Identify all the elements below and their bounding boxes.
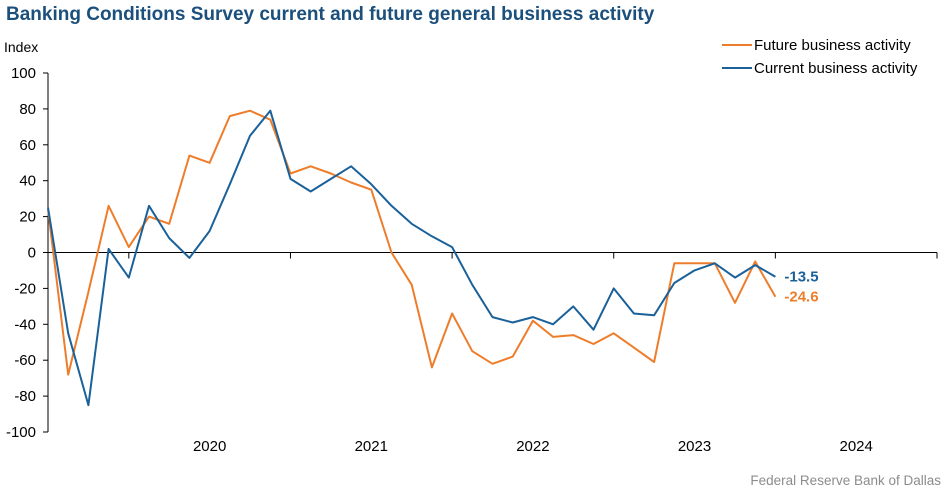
x-tick-label: 2020 (193, 438, 226, 455)
y-tick-label: -40 (14, 316, 36, 333)
y-tick-label: -60 (14, 352, 36, 369)
y-axis-label: Index (4, 39, 38, 55)
series-line-future (47, 109, 777, 376)
y-tick-label: 40 (19, 173, 36, 190)
y-tick-label: 80 (19, 101, 36, 118)
y-tick-label: 0 (28, 245, 36, 262)
legend-label-future: Future business activity (754, 37, 911, 54)
x-tick-label: 2023 (678, 438, 711, 455)
y-tick-label: 100 (11, 65, 36, 82)
legend-label-current: Current business activity (754, 60, 918, 77)
x-tick-label: 2021 (355, 438, 388, 455)
y-tick-label: 60 (19, 137, 36, 154)
y-tick-label: -80 (14, 388, 36, 405)
end-value-label-current: -13.5 (784, 269, 818, 286)
chart-title: Banking Conditions Survey current and fu… (6, 4, 655, 25)
y-tick-label: -20 (14, 280, 36, 297)
end-value-label-future: -24.6 (784, 289, 818, 306)
source-note: Federal Reserve Bank of Dallas (750, 473, 941, 488)
series-line-current (47, 109, 776, 407)
x-tick-label: 2022 (516, 438, 549, 455)
x-tick-label: 2024 (839, 438, 872, 455)
y-tick-label: -100 (6, 424, 36, 441)
y-tick-label: 20 (19, 209, 36, 226)
